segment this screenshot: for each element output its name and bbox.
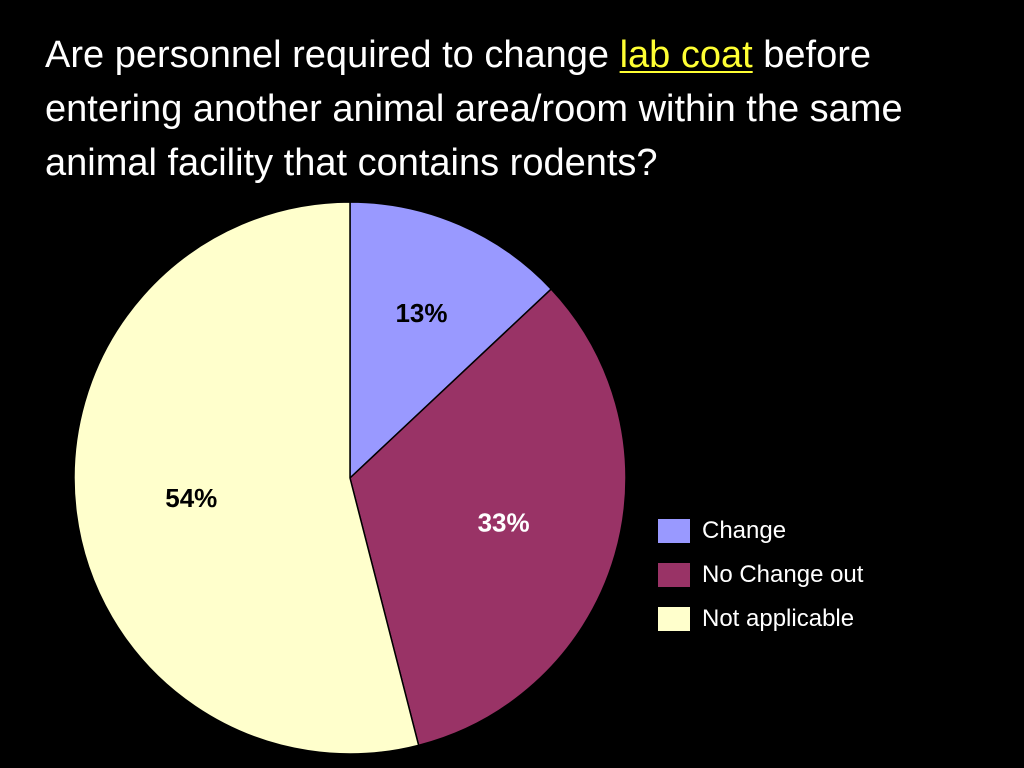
legend-swatch xyxy=(658,519,690,543)
legend-swatch xyxy=(658,563,690,587)
pie-slice-change xyxy=(349,201,553,480)
slice-label-not-applicable: 54% xyxy=(165,483,217,513)
slice-label-no-change-out: 33% xyxy=(478,508,530,538)
legend-label: No Change out xyxy=(702,561,864,588)
pie-slice-not-applicable xyxy=(73,201,420,755)
title-text-before: Are personnel required to change xyxy=(45,34,620,76)
chart-title: Are personnel required to change lab coa… xyxy=(45,28,975,190)
slice-label-change: 13% xyxy=(395,298,447,328)
legend-label: Not applicable xyxy=(702,605,855,632)
title-text-after: before entering another animal area/room… xyxy=(45,34,903,184)
pie-labels: 13% 33% 54% xyxy=(165,298,529,538)
legend-label: Change xyxy=(702,517,787,544)
title-highlight-link[interactable]: lab coat xyxy=(619,34,753,76)
pie-slice-no-change-out xyxy=(349,287,627,747)
legend-item: Change xyxy=(658,509,863,553)
legend-item: No Change out xyxy=(658,553,863,597)
pie-slices xyxy=(73,201,627,755)
legend: Change No Change out Not applicable xyxy=(658,509,863,641)
legend-item: Not applicable xyxy=(658,597,863,641)
legend-swatch xyxy=(658,607,690,631)
